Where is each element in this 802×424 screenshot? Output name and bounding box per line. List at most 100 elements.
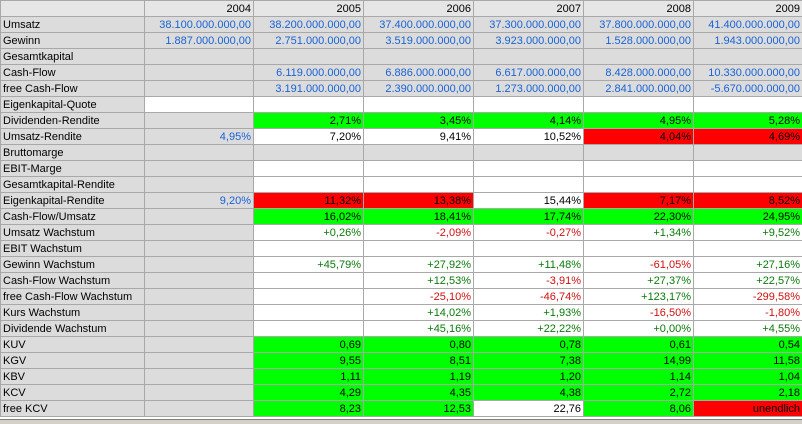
data-cell[interactable]: +27,16% (694, 257, 802, 273)
data-cell[interactable]: +0,26% (254, 225, 364, 241)
data-cell[interactable] (474, 49, 584, 65)
data-cell[interactable]: 0,80 (364, 337, 474, 353)
data-cell[interactable]: +22,22% (474, 321, 584, 337)
data-cell[interactable]: -1,80% (694, 305, 802, 321)
data-cell[interactable]: 8,51 (364, 353, 474, 369)
data-cell[interactable] (584, 145, 694, 161)
data-cell[interactable]: -3,91% (474, 273, 584, 289)
data-cell[interactable]: +123,17% (584, 289, 694, 305)
data-cell[interactable] (145, 97, 254, 113)
data-cell[interactable] (474, 145, 584, 161)
data-cell[interactable]: unendlich (694, 401, 802, 417)
data-cell[interactable]: 8,52% (694, 193, 802, 209)
data-cell[interactable]: 1.273.000.000,00 (474, 81, 584, 97)
data-cell[interactable] (254, 49, 364, 65)
data-cell[interactable]: 7,17% (584, 193, 694, 209)
data-cell[interactable]: 7,38 (474, 353, 584, 369)
data-cell[interactable]: 2.841.000.000,00 (584, 81, 694, 97)
data-cell[interactable]: 37.300.000.000,00 (474, 17, 584, 33)
data-cell[interactable]: 17,74% (474, 209, 584, 225)
data-cell[interactable]: 38.200.000.000,00 (254, 17, 364, 33)
data-cell[interactable]: +0,00% (584, 321, 694, 337)
data-cell[interactable] (145, 321, 254, 337)
row-label[interactable]: EBIT Wachstum (1, 241, 145, 257)
data-cell[interactable] (584, 177, 694, 193)
row-label[interactable]: Cash-Flow/Umsatz (1, 209, 145, 225)
data-cell[interactable]: 4,04% (584, 129, 694, 145)
data-cell[interactable]: 0,69 (254, 337, 364, 353)
data-cell[interactable] (145, 289, 254, 305)
data-cell[interactable] (694, 49, 802, 65)
data-cell[interactable] (474, 241, 584, 257)
data-cell[interactable]: 4,29 (254, 385, 364, 401)
data-cell[interactable]: +22,57% (694, 273, 802, 289)
row-label[interactable]: Gesamtkapital-Rendite (1, 177, 145, 193)
data-cell[interactable] (364, 145, 474, 161)
data-cell[interactable]: 18,41% (364, 209, 474, 225)
data-cell[interactable]: +27,37% (584, 273, 694, 289)
data-cell[interactable]: 0,78 (474, 337, 584, 353)
column-header-2005[interactable]: 2005 (254, 1, 364, 17)
data-cell[interactable]: 10,52% (474, 129, 584, 145)
data-cell[interactable] (364, 49, 474, 65)
data-cell[interactable] (145, 385, 254, 401)
row-label[interactable]: KUV (1, 337, 145, 353)
data-cell[interactable] (145, 225, 254, 241)
data-cell[interactable]: +45,79% (254, 257, 364, 273)
data-cell[interactable]: 11,58 (694, 353, 802, 369)
data-cell[interactable] (145, 257, 254, 273)
data-cell[interactable]: 9,55 (254, 353, 364, 369)
data-cell[interactable] (145, 337, 254, 353)
data-cell[interactable]: 4,35 (364, 385, 474, 401)
data-cell[interactable] (364, 97, 474, 113)
row-label[interactable]: Cash-Flow (1, 65, 145, 81)
data-cell[interactable]: 0,61 (584, 337, 694, 353)
data-cell[interactable] (254, 145, 364, 161)
row-label[interactable]: KCV (1, 385, 145, 401)
data-cell[interactable]: 4,69% (694, 129, 802, 145)
data-cell[interactable]: 8,06 (584, 401, 694, 417)
data-cell[interactable]: +14,02% (364, 305, 474, 321)
data-cell[interactable]: 1.887.000.000,00 (145, 33, 254, 49)
data-cell[interactable] (694, 161, 802, 177)
data-cell[interactable]: 2.751.000.000,00 (254, 33, 364, 49)
data-cell[interactable]: -299,58% (694, 289, 802, 305)
data-cell[interactable] (145, 305, 254, 321)
data-cell[interactable]: 1,20 (474, 369, 584, 385)
data-cell[interactable]: 3.519.000.000,00 (364, 33, 474, 49)
data-cell[interactable] (145, 65, 254, 81)
row-label[interactable]: Gesamtkapital (1, 49, 145, 65)
data-cell[interactable]: 16,02% (254, 209, 364, 225)
data-cell[interactable] (145, 353, 254, 369)
horizontal-scrollbar[interactable] (0, 419, 802, 424)
data-cell[interactable]: 6.119.000.000,00 (254, 65, 364, 81)
data-cell[interactable]: 1,11 (254, 369, 364, 385)
data-cell[interactable]: 14,99 (584, 353, 694, 369)
row-label[interactable]: Bruttomarge (1, 145, 145, 161)
column-header-2009[interactable]: 2009 (694, 1, 802, 17)
data-cell[interactable]: 8,23 (254, 401, 364, 417)
data-cell[interactable] (254, 241, 364, 257)
data-cell[interactable]: 1,19 (364, 369, 474, 385)
data-cell[interactable]: 37.400.000.000,00 (364, 17, 474, 33)
data-cell[interactable] (145, 241, 254, 257)
data-cell[interactable]: 24,95% (694, 209, 802, 225)
data-cell[interactable]: +4,55% (694, 321, 802, 337)
data-cell[interactable]: 7,20% (254, 129, 364, 145)
data-cell[interactable]: +12,53% (364, 273, 474, 289)
row-label[interactable]: Umsatz Wachstum (1, 225, 145, 241)
column-header-2007[interactable]: 2007 (474, 1, 584, 17)
row-label[interactable]: KBV (1, 369, 145, 385)
data-cell[interactable]: 4,38 (474, 385, 584, 401)
data-cell[interactable] (474, 177, 584, 193)
data-cell[interactable] (254, 273, 364, 289)
data-cell[interactable]: 22,30% (584, 209, 694, 225)
data-cell[interactable]: 4,95% (584, 113, 694, 129)
data-cell[interactable]: 3.191.000.000,00 (254, 81, 364, 97)
column-header-2006[interactable]: 2006 (364, 1, 474, 17)
row-label[interactable]: Dividende Wachstum (1, 321, 145, 337)
data-cell[interactable] (145, 177, 254, 193)
data-cell[interactable]: 1,04 (694, 369, 802, 385)
row-label[interactable]: Eigenkapital-Quote (1, 97, 145, 113)
row-label[interactable]: KGV (1, 353, 145, 369)
